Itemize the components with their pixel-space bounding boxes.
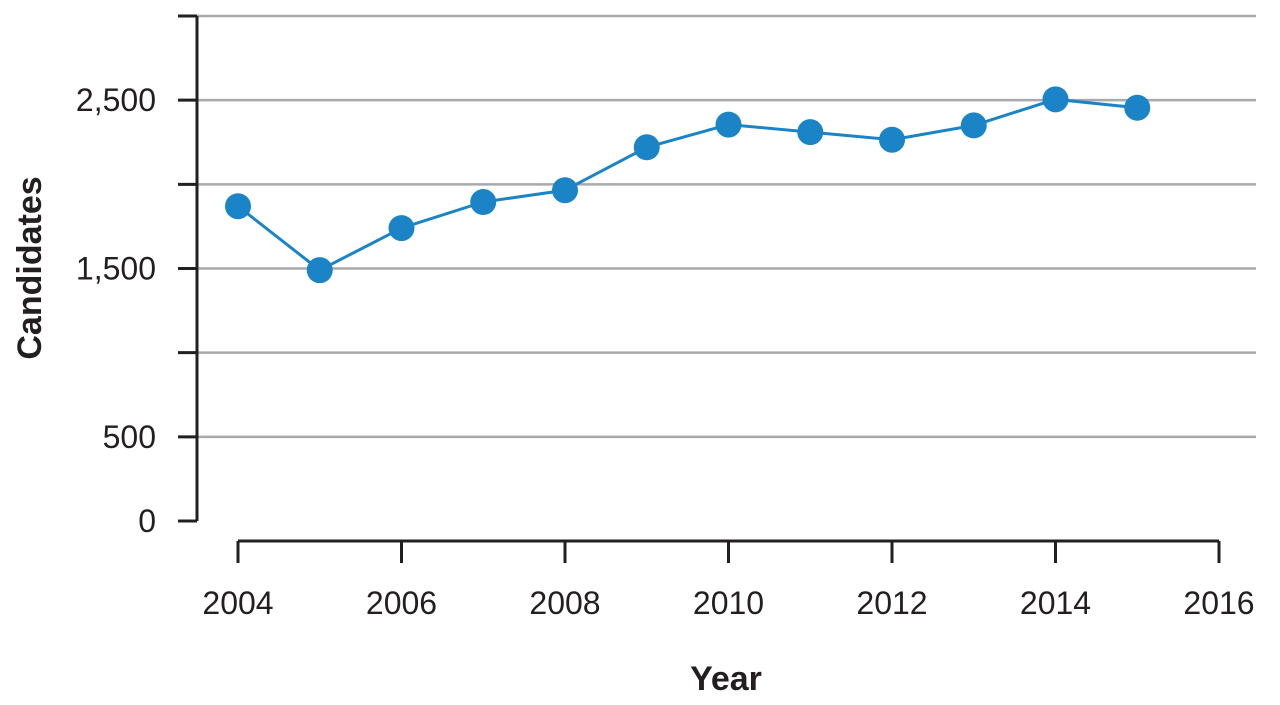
data-point-2005 bbox=[306, 257, 333, 284]
y-tick-label-1500: 1,500 bbox=[76, 251, 156, 287]
x-tick-label-2010: 2010 bbox=[693, 585, 764, 621]
data-point-2013 bbox=[960, 112, 987, 139]
x-tick-label-2004: 2004 bbox=[202, 585, 273, 621]
x-tick-label-2012: 2012 bbox=[856, 585, 927, 621]
data-point-2007 bbox=[470, 189, 497, 216]
data-point-2012 bbox=[879, 126, 905, 153]
data-point-2014 bbox=[1042, 86, 1069, 113]
gridlines bbox=[197, 14, 1256, 439]
data-point-2009 bbox=[633, 134, 660, 161]
data-point-2006 bbox=[388, 215, 415, 242]
x-axis-title: Year bbox=[690, 660, 762, 698]
data-point-2010 bbox=[715, 111, 742, 138]
tick-labels: 0 500 1,500 2,500 2004 2006 2008 2010 2012 2014 20… bbox=[76, 82, 1255, 621]
data-point-2015 bbox=[1124, 94, 1151, 121]
ticks bbox=[178, 14, 1221, 563]
y-tick-label-0: 0 bbox=[138, 503, 156, 539]
x-tick-label-2008: 2008 bbox=[529, 585, 600, 621]
y-tick-label-2500: 2,500 bbox=[76, 82, 156, 118]
x-tick-label-2014: 2014 bbox=[1020, 585, 1091, 621]
y-axis-title: Candidates bbox=[11, 176, 49, 359]
x-tick-label-2016: 2016 bbox=[1183, 585, 1254, 621]
data-point-2004 bbox=[225, 193, 251, 220]
series-line-0 bbox=[237, 97, 1138, 272]
data-point-2008 bbox=[552, 177, 578, 204]
y-tick-label-500: 500 bbox=[103, 419, 156, 455]
x-tick-label-2006: 2006 bbox=[366, 585, 437, 621]
series bbox=[225, 86, 1151, 284]
data-point-2011 bbox=[797, 119, 824, 146]
